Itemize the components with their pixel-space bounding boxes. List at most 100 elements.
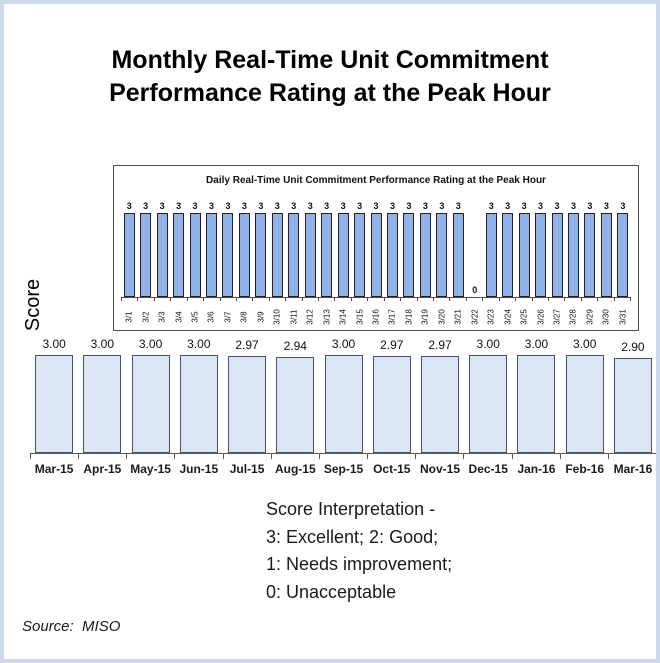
daily-category-label: 3/25 (516, 303, 532, 330)
daily-bar-slot: 3 (351, 198, 367, 297)
daily-tick (582, 298, 599, 301)
daily-bar (452, 213, 464, 297)
monthly-category-label: May-15 (130, 462, 171, 476)
monthly-bar (613, 358, 652, 453)
daily-category-label: 3/6 (203, 303, 219, 330)
daily-category-label: 3/23 (483, 303, 499, 330)
daily-bar (485, 213, 497, 297)
monthly-tick (79, 454, 128, 459)
daily-bar-slot: 3 (253, 198, 269, 297)
monthly-category-label: Feb-16 (565, 462, 605, 476)
daily-bar-value-label: 3 (389, 201, 395, 211)
daily-tick (516, 298, 533, 301)
monthly-bar-slot: 3.00 (78, 337, 126, 453)
monthly-tick (272, 454, 320, 459)
daily-tick (352, 298, 369, 301)
monthly-category-label: Dec-15 (468, 462, 508, 476)
daily-bar-slot: 3 (236, 198, 252, 297)
daily-bar-value-label: 3 (439, 201, 445, 211)
daily-bar-slot: 3 (368, 198, 384, 297)
daily-category-label-text: 3/10 (272, 308, 282, 325)
score-interpretation-line2: 3: Excellent; 2: Good; (266, 526, 439, 547)
monthly-bar (324, 355, 363, 453)
daily-category-label: 3/8 (236, 303, 252, 330)
daily-bar-value-label: 3 (554, 201, 560, 211)
monthly-bar-slot: 2.94 (271, 337, 319, 453)
monthly-bar (35, 355, 74, 453)
daily-tick (270, 298, 287, 301)
daily-category-label-text: 3/24 (503, 308, 513, 325)
daily-bar-value-label: 0 (472, 285, 478, 295)
daily-category-label: 3/1 (121, 303, 137, 330)
daily-category-label-text: 3/17 (387, 308, 397, 325)
daily-category-label-text: 3/7 (223, 310, 233, 323)
daily-bar-slot: 3 (598, 198, 614, 297)
daily-bar-value-label: 3 (538, 201, 544, 211)
daily-bar-slot: 3 (499, 198, 515, 297)
daily-category-label-text: 3/8 (239, 310, 249, 323)
daily-bar (123, 213, 135, 297)
daily-bar (617, 213, 629, 297)
daily-bar-value-label: 3 (176, 201, 182, 211)
daily-category-label-text: 3/4 (174, 310, 184, 323)
daily-category-label-text: 3/30 (601, 308, 611, 325)
page-title: Monthly Real-Time Unit Commitment Perfor… (4, 44, 656, 110)
daily-bar (205, 213, 217, 297)
monthly-bar-value-label: 2.94 (283, 338, 307, 353)
monthly-tick (609, 454, 656, 459)
daily-category-label-text: 3/28 (568, 308, 578, 325)
monthly-bar-value-label: 2.90 (621, 340, 645, 355)
daily-bar (502, 213, 514, 297)
source-note: Source: MISO (22, 618, 121, 635)
monthly-tick (464, 454, 513, 459)
daily-category-label-text: 3/31 (618, 308, 628, 325)
daily-bar-value-label: 3 (241, 201, 247, 211)
daily-tick (401, 298, 418, 301)
daily-category-label-text: 3/11 (289, 309, 299, 324)
monthly-bar (469, 355, 508, 453)
monthly-tick (368, 454, 417, 459)
monthly-bar-slot: 3.00 (319, 337, 367, 453)
daily-category-label-text: 3/23 (486, 308, 496, 325)
daily-bar-value-label: 3 (521, 201, 527, 211)
monthly-category-label: Aug-15 (274, 462, 316, 476)
monthly-tick (127, 454, 176, 459)
daily-bar-value-label: 3 (570, 201, 576, 211)
monthly-bar (276, 356, 315, 453)
daily-bar-value-label: 3 (324, 201, 330, 211)
monthly-bar-slot: 3.00 (126, 337, 174, 453)
daily-category-label: 3/18 (401, 303, 417, 330)
monthly-bar-value-label: 3.00 (524, 337, 549, 351)
daily-category-label: 3/16 (368, 303, 384, 330)
monthly-bars-plot-area: 3.00 3.00 3.00 3.00 2.97 2.94 3.00 2.97 2.97 3.00… (30, 337, 656, 454)
daily-bar (518, 213, 530, 297)
monthly-bar-value-label: 3.00 (573, 337, 597, 351)
daily-category-label: 3/27 (549, 303, 565, 330)
daily-category-label-text: 3/13 (322, 308, 332, 325)
daily-category-label: 3/29 (582, 303, 598, 330)
daily-category-label: 3/12 (302, 303, 318, 330)
daily-bar (354, 213, 366, 297)
monthly-bar (372, 355, 411, 453)
daily-bar (173, 213, 185, 297)
daily-bar (189, 213, 201, 297)
monthly-category-label: Oct-15 (373, 462, 411, 476)
daily-category-label-text: 3/26 (536, 308, 546, 325)
daily-category-label-text: 3/1 (124, 310, 134, 323)
daily-category-label: 3/21 (450, 303, 466, 330)
daily-bar-slot: 3 (549, 198, 565, 297)
daily-category-label-text: 3/29 (585, 308, 595, 325)
daily-category-label: 3/13 (318, 303, 334, 330)
monthly-tick (175, 454, 224, 459)
daily-category-label: 3/14 (335, 303, 351, 330)
daily-bar-slot: 3 (269, 198, 285, 297)
monthly-tick (513, 454, 561, 459)
daily-bar-value-label: 3 (620, 201, 626, 211)
daily-bar-slot: 3 (121, 198, 137, 297)
monthly-bar-value-label: 3.00 (138, 337, 163, 351)
daily-category-label-text: 3/25 (519, 308, 529, 325)
monthly-bar-slot: 3.00 (175, 337, 223, 453)
daily-bar-value-label: 3 (126, 201, 132, 211)
monthly-category-label: Jan-16 (517, 462, 556, 476)
daily-bar-value-label: 3 (488, 201, 494, 211)
